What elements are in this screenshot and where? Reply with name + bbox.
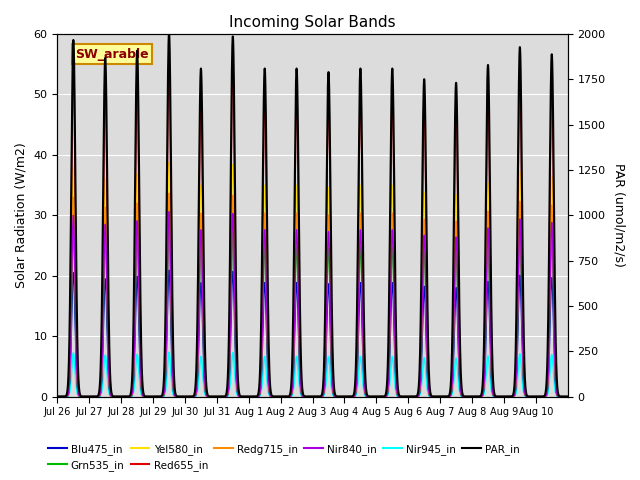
Title: Incoming Solar Bands: Incoming Solar Bands (229, 15, 396, 30)
Y-axis label: PAR (umol/m2/s): PAR (umol/m2/s) (612, 163, 625, 267)
Text: SW_arable: SW_arable (76, 48, 149, 60)
Y-axis label: Solar Radiation (W/m2): Solar Radiation (W/m2) (15, 143, 28, 288)
Legend: Blu475_in, Grn535_in, Yel580_in, Red655_in, Redg715_in, Nir840_in, Nir945_in, PA: Blu475_in, Grn535_in, Yel580_in, Red655_… (44, 439, 524, 475)
